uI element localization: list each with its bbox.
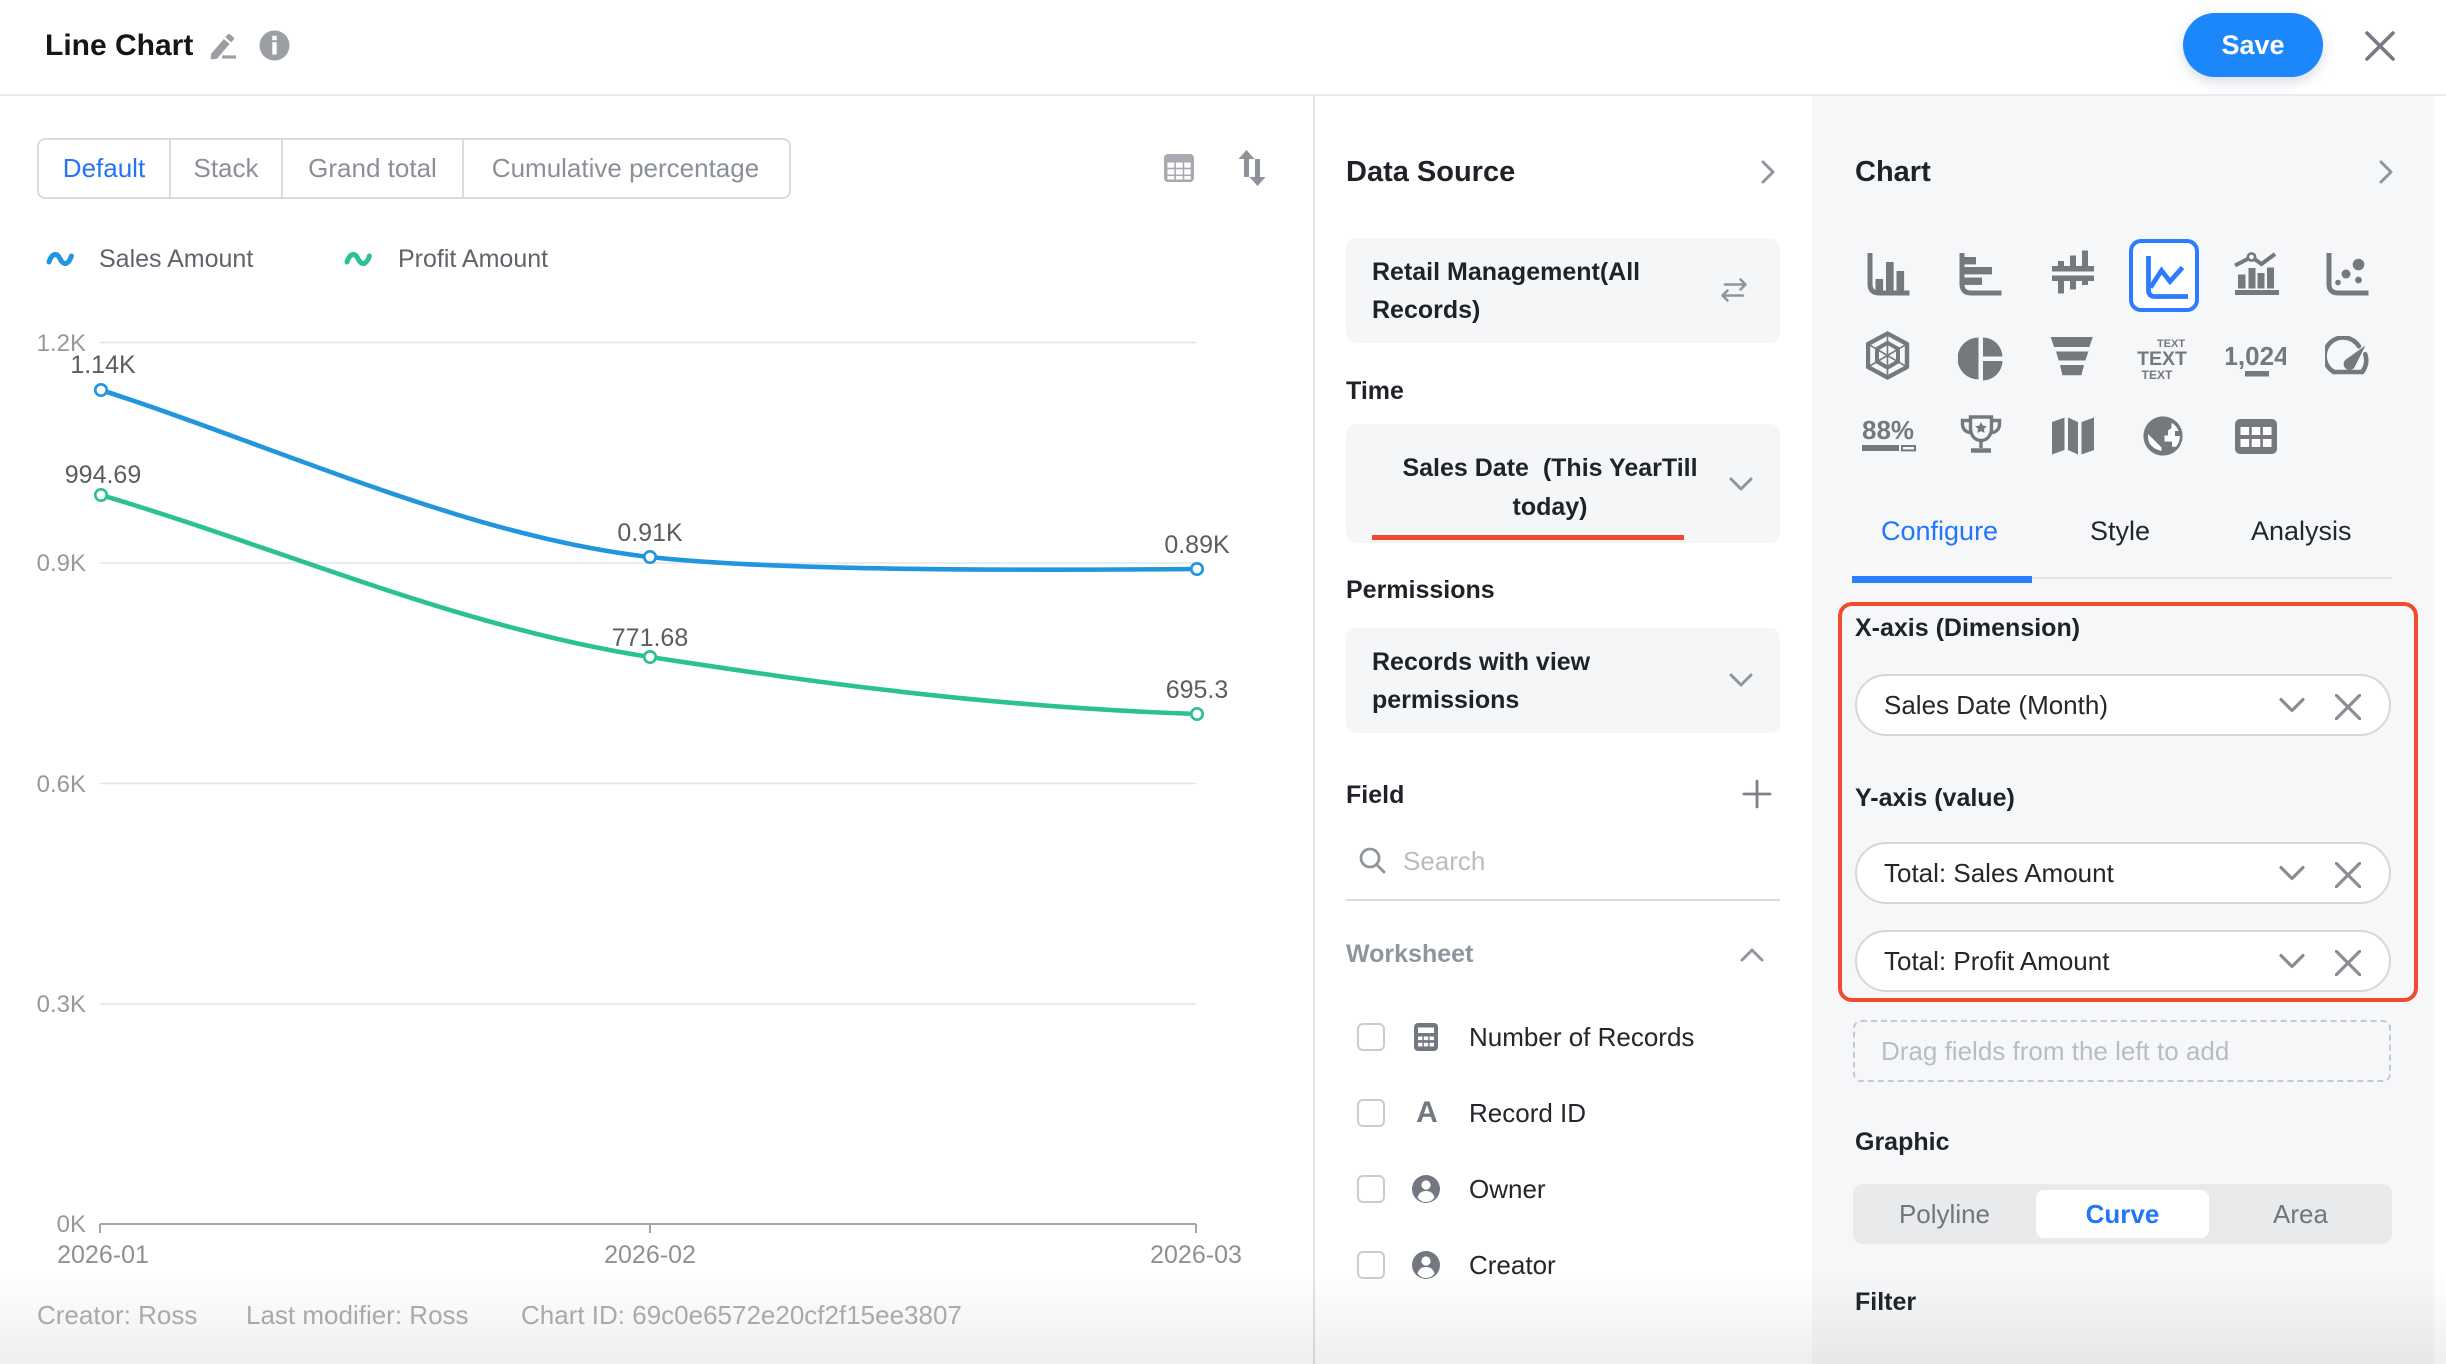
svg-text:2026-03: 2026-03 (1150, 1241, 1242, 1269)
svg-text:TEXT: TEXT (2142, 368, 2173, 382)
svg-text:771.68: 771.68 (612, 624, 688, 652)
svg-text:1,024: 1,024 (2226, 341, 2286, 371)
svg-text:0K: 0K (57, 1211, 86, 1238)
svg-text:0.91K: 0.91K (617, 519, 683, 547)
svg-text:1.2K: 1.2K (37, 330, 86, 357)
svg-text:0.6K: 0.6K (37, 771, 86, 798)
svg-text:2026-01: 2026-01 (57, 1241, 149, 1269)
svg-text:TEXT: TEXT (2157, 338, 2185, 350)
svg-text:0.89K: 0.89K (1164, 531, 1230, 559)
svg-text:2026-02: 2026-02 (604, 1241, 696, 1269)
svg-text:88%: 88% (1862, 415, 1914, 445)
svg-text:0.9K: 0.9K (37, 550, 86, 577)
svg-text:0.3K: 0.3K (37, 991, 86, 1018)
svg-text:TEXT: TEXT (2137, 348, 2187, 370)
svg-text:994.69: 994.69 (65, 461, 141, 489)
svg-text:695.3: 695.3 (1166, 676, 1229, 704)
svg-text:1.14K: 1.14K (70, 351, 136, 379)
